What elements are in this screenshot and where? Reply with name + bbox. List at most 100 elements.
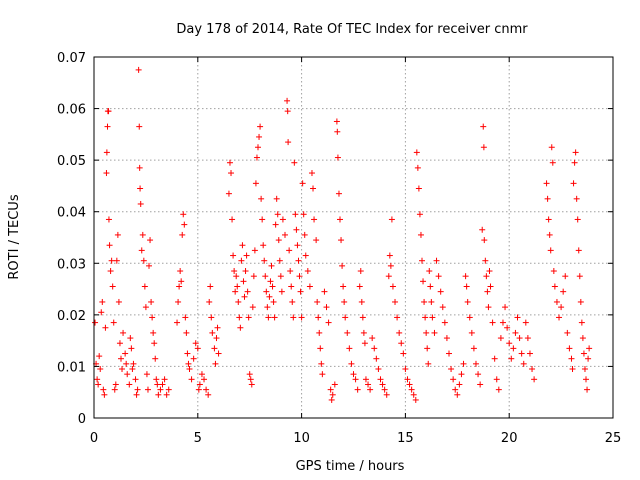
data-point: [400, 350, 407, 357]
x-tick-label: 20: [501, 431, 518, 446]
data-point: [179, 231, 186, 238]
data-point: [531, 376, 538, 383]
data-point: [212, 360, 219, 367]
data-point: [560, 288, 567, 295]
y-tick-label: 0: [78, 412, 86, 427]
data-point: [278, 288, 285, 295]
data-point: [448, 366, 455, 373]
data-point: [338, 237, 345, 244]
data-point: [297, 288, 304, 295]
data-point: [454, 391, 461, 398]
data-point: [299, 180, 306, 187]
data-point: [154, 381, 161, 388]
data-point: [300, 211, 307, 218]
data-point: [551, 283, 558, 290]
data-point: [245, 314, 252, 321]
data-point: [421, 298, 428, 305]
data-point: [392, 298, 399, 305]
data-point: [578, 319, 585, 326]
x-axis-label: GPS time / hours: [296, 459, 405, 474]
data-point: [543, 180, 550, 187]
data-point: [143, 371, 150, 378]
data-point: [464, 298, 471, 305]
data-point: [298, 314, 305, 321]
data-point: [342, 314, 349, 321]
data-point: [106, 242, 113, 249]
y-tick-label: 0.01: [57, 360, 86, 375]
data-point: [114, 231, 121, 238]
data-point: [546, 231, 553, 238]
data-point: [558, 304, 565, 311]
data-point: [379, 381, 386, 388]
data-point: [256, 133, 263, 140]
data-point: [304, 268, 311, 275]
y-tick-label: 0.07: [57, 51, 86, 66]
data-point: [290, 314, 297, 321]
data-point: [477, 381, 484, 388]
data-point: [225, 190, 232, 197]
data-point: [547, 247, 554, 254]
data-point: [122, 350, 129, 357]
data-point: [128, 345, 135, 352]
data-point: [375, 366, 382, 373]
data-point: [134, 386, 141, 393]
data-point: [359, 314, 366, 321]
data-point: [247, 376, 254, 383]
data-point: [104, 123, 111, 130]
x-tick-label: 15: [397, 431, 414, 446]
data-point: [215, 350, 222, 357]
data-point: [310, 185, 317, 192]
data-point: [207, 283, 214, 290]
data-point: [423, 329, 430, 336]
data-point: [188, 376, 195, 383]
data-point: [315, 314, 322, 321]
data-point: [150, 329, 157, 336]
data-point: [194, 345, 201, 352]
data-point: [228, 170, 235, 177]
data-point: [487, 283, 494, 290]
data-point: [211, 345, 218, 352]
chart-title: Day 178 of 2014, Rate Of TEC Index for r…: [176, 22, 528, 37]
data-point: [358, 298, 365, 305]
data-point: [344, 329, 351, 336]
data-point: [105, 216, 112, 223]
data-point: [550, 268, 557, 275]
data-point: [275, 237, 282, 244]
data-point: [388, 216, 395, 223]
data-point: [103, 170, 110, 177]
data-point: [231, 268, 238, 275]
data-point: [268, 262, 275, 269]
data-point: [229, 216, 236, 223]
data-point: [491, 355, 498, 362]
data-point: [285, 139, 292, 146]
data-point: [103, 149, 110, 156]
data-point: [581, 366, 588, 373]
data-point: [510, 345, 517, 352]
data-point: [148, 298, 155, 305]
data-point: [520, 360, 527, 367]
data-point: [108, 257, 115, 264]
data-point: [579, 335, 586, 342]
data-point: [96, 353, 103, 360]
data-point: [443, 335, 450, 342]
data-point: [174, 319, 181, 326]
data-point: [572, 149, 579, 156]
data-point: [133, 391, 140, 398]
data-point: [422, 314, 429, 321]
data-point: [566, 345, 573, 352]
data-point: [548, 144, 555, 151]
y-tick-label: 0.03: [57, 257, 86, 272]
data-point: [486, 268, 493, 275]
data-point: [389, 283, 396, 290]
data-point: [340, 283, 347, 290]
data-point: [415, 185, 422, 192]
data-point: [456, 381, 463, 388]
data-point: [570, 180, 577, 187]
data-point: [529, 366, 536, 373]
data-point: [214, 324, 221, 331]
data-point: [369, 335, 376, 342]
data-point: [296, 273, 303, 280]
data-point: [265, 314, 272, 321]
data-point: [575, 247, 582, 254]
